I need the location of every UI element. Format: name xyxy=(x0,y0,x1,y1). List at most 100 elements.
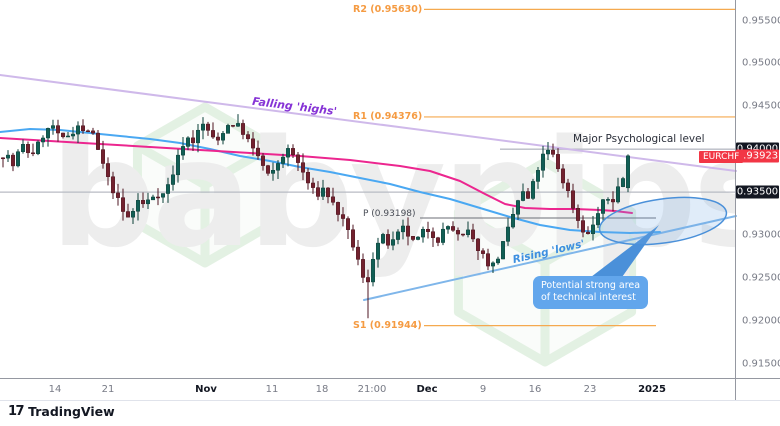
candle-body xyxy=(286,148,290,158)
candle-body xyxy=(116,192,120,198)
babypips-cube-logos xyxy=(132,102,637,367)
candle-body xyxy=(26,144,30,154)
candle-body xyxy=(161,193,165,198)
candle-body xyxy=(501,241,505,260)
candle-body xyxy=(331,196,335,203)
candle-body xyxy=(246,134,250,140)
candle-body xyxy=(346,218,350,230)
candle-body xyxy=(446,226,450,230)
time-tick-label: 9 xyxy=(479,384,487,395)
candle-body xyxy=(486,253,490,267)
pivot-s1-label[interactable]: S1 (0.91944) xyxy=(353,320,422,331)
candle-body xyxy=(426,228,430,232)
candle-body xyxy=(406,225,410,237)
candle-body xyxy=(321,187,325,197)
time-tick-label: 23 xyxy=(583,384,597,395)
candle-body xyxy=(111,176,115,194)
candle-body xyxy=(526,191,530,199)
candle-body xyxy=(251,138,255,149)
candle-body xyxy=(626,155,630,189)
tradingview-logo-text: TradingView xyxy=(28,404,115,419)
candle-body xyxy=(596,213,600,226)
candle-body xyxy=(566,182,570,191)
callout-box[interactable]: Potential strong area of technical inter… xyxy=(533,276,649,309)
candlesticks[interactable] xyxy=(1,114,630,319)
candle-body xyxy=(521,191,525,201)
rising-lows-trendline[interactable] xyxy=(363,215,737,301)
candle-body xyxy=(136,200,140,212)
candle-body xyxy=(491,262,495,267)
candle-body xyxy=(586,231,590,235)
time-tick-label: 14 xyxy=(48,384,62,395)
candle-body xyxy=(441,228,445,243)
candle-body xyxy=(281,156,285,164)
callout-line1: Potential strong area xyxy=(541,280,641,291)
candle-body xyxy=(591,224,595,235)
tradingview-logo-icon: 17 xyxy=(8,404,25,419)
major-psych-level-label[interactable]: Major Psychological level xyxy=(573,133,705,145)
candle-body xyxy=(531,181,535,199)
price-axis[interactable]: 0.955000.950000.945000.940000.935000.930… xyxy=(735,0,780,378)
candle-body xyxy=(516,200,520,215)
candle-body xyxy=(601,199,605,214)
pivot-p-label[interactable]: P (0.93198) xyxy=(363,209,416,219)
candle-body xyxy=(256,147,260,157)
candle-body xyxy=(181,146,185,156)
candle-body xyxy=(311,182,315,188)
pivot-r1-label[interactable]: R1 (0.94376) xyxy=(353,111,423,122)
candle-body xyxy=(556,154,560,170)
tradingview-logo[interactable]: 17 TradingView xyxy=(8,404,115,419)
candle-body xyxy=(236,123,240,127)
candle-body xyxy=(421,228,425,238)
candle-body xyxy=(81,125,85,132)
candle-body xyxy=(361,259,365,278)
pivot-r2-label[interactable]: R2 (0.95630) xyxy=(353,4,423,15)
interest-area-ellipse[interactable] xyxy=(597,190,730,251)
candle-body xyxy=(356,246,360,260)
candle-body xyxy=(481,250,485,254)
time-tick-label: 18 xyxy=(315,384,329,395)
time-tick-label: 21 xyxy=(101,384,115,395)
candle-body xyxy=(536,170,540,182)
candle-body xyxy=(171,174,175,185)
candle-body xyxy=(511,214,515,228)
candle-body xyxy=(551,149,555,155)
candle-body xyxy=(336,202,340,215)
ma-pink-line[interactable] xyxy=(0,137,633,214)
candle-body xyxy=(351,229,355,248)
candle-body xyxy=(146,199,150,205)
candle-body xyxy=(581,220,585,233)
candle-body xyxy=(366,277,370,283)
candle-body xyxy=(101,149,105,164)
candle-body xyxy=(541,153,545,171)
time-axis[interactable]: 14 21 Nov 11 18 21:00 Dec 9 16 23 2025 xyxy=(0,378,780,400)
candle-body xyxy=(106,163,110,177)
candle-body xyxy=(6,154,10,159)
falling-highs-trendline[interactable] xyxy=(0,74,737,172)
candle-body xyxy=(306,171,310,184)
candle-body xyxy=(276,163,280,171)
price-level-badge: 0.93500 xyxy=(736,185,779,199)
candle-body xyxy=(126,211,130,218)
candle-body xyxy=(381,234,385,244)
candle-body xyxy=(176,154,180,176)
candle-body xyxy=(431,231,435,238)
candle-body xyxy=(76,125,80,135)
candle-body xyxy=(561,168,565,184)
candle-body xyxy=(96,132,100,150)
time-tick-label: Nov xyxy=(195,384,217,395)
candle-body xyxy=(386,234,390,246)
time-tick-label: 16 xyxy=(528,384,542,395)
candle-body xyxy=(21,144,25,152)
price-tick-label: 0.93000 xyxy=(742,229,780,241)
ma-blue-line[interactable] xyxy=(0,128,661,234)
candle-body xyxy=(546,149,550,155)
price-tick-label: 0.91500 xyxy=(742,358,780,370)
candle-body xyxy=(156,196,160,199)
candle-body xyxy=(461,233,465,236)
candle-body xyxy=(16,151,20,167)
candle-body xyxy=(576,208,580,221)
candle-body xyxy=(376,242,380,260)
candle-body xyxy=(36,141,40,155)
